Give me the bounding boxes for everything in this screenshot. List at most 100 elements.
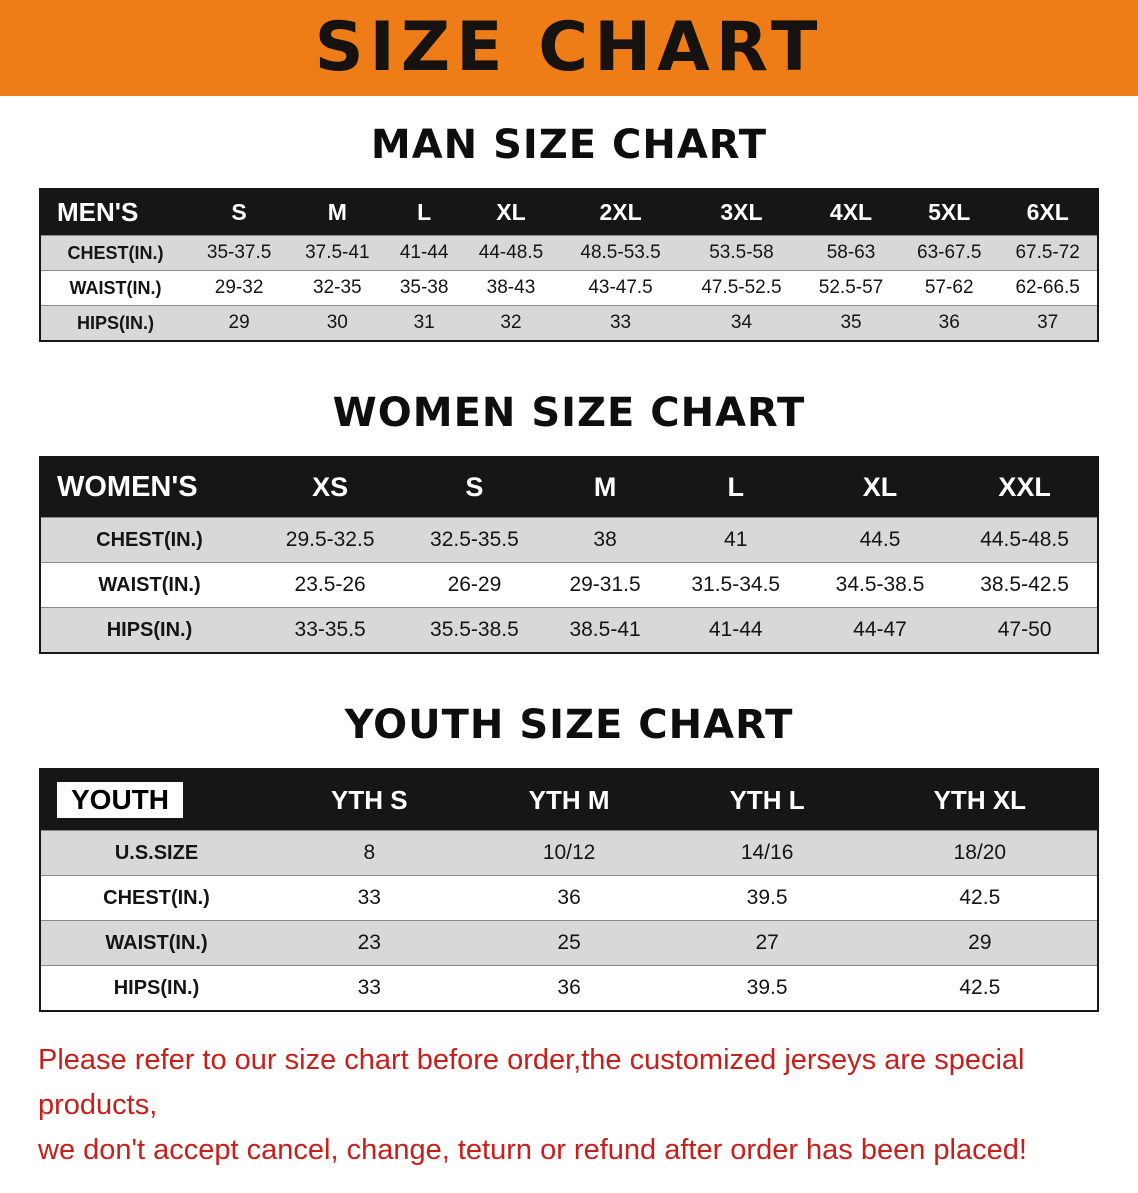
size-value-cell: 42.5 [959, 886, 1001, 909]
size-value-cell: 32 [500, 312, 522, 333]
row-label: HIPS(IN.) [76, 312, 154, 333]
table-row: WAIST(IN.) 29-32 32-35 35-38 38-43 43-47.5 47.… [40, 270, 1098, 306]
size-value-cell: 44-47 [853, 618, 907, 641]
youth-header-label-text: YOUTH [57, 782, 183, 818]
size-value-cell: 47-50 [997, 618, 1052, 641]
size-value-cell: 63-67.5 [917, 242, 982, 263]
size-value-cell: 31 [413, 312, 435, 333]
size-value-cell: 38 [593, 528, 617, 551]
size-column-header: XL [461, 189, 561, 236]
size-value-cell: 43-47.5 [588, 277, 653, 298]
size-value-cell: 36 [938, 312, 960, 333]
table-row: HIPS(IN.) 29 30 31 32 33 34 35 36 37 [40, 305, 1098, 341]
size-value-cell: 31.5-34.5 [691, 573, 781, 596]
size-column-header: S [190, 189, 289, 236]
size-value-cell: 34 [730, 312, 753, 333]
row-label: U.S.SIZE [114, 841, 199, 864]
size-column-header: XXL [952, 457, 1098, 518]
size-value-cell: 33 [357, 976, 381, 999]
row-label: WAIST(IN.) [98, 573, 201, 596]
size-value-cell: 33-35.5 [294, 618, 366, 641]
size-value-cell: 41-44 [399, 242, 449, 263]
size-value-cell: 29-32 [214, 277, 264, 298]
size-chart-sections: MAN SIZE CHART MEN'S S M L XL 2XL 3XL 4XL 5XL 6XL C… [0, 122, 1138, 1012]
size-value-cell: 42.5 [959, 976, 1001, 999]
size-column-header: L [386, 189, 462, 236]
size-column-header: 6XL [998, 189, 1098, 236]
youth-header-label: YOUTH [40, 769, 272, 831]
size-column-header: M [546, 457, 664, 518]
size-value-cell: 67.5-72 [1015, 242, 1080, 263]
size-value-cell: 36 [557, 976, 581, 999]
size-value-cell: 10/12 [542, 841, 596, 864]
row-label: HIPS(IN.) [113, 976, 200, 999]
size-value-cell: 39.5 [746, 886, 788, 909]
size-value-cell: 8 [363, 841, 376, 864]
size-value-cell: 14/16 [740, 841, 794, 864]
size-value-cell: 32-35 [313, 277, 362, 298]
size-column-header: 3XL [681, 189, 802, 236]
size-value-cell: 29 [968, 931, 992, 954]
size-value-cell: 35 [840, 312, 862, 333]
size-value-cell: 58-63 [826, 242, 876, 263]
size-column-header: YTH L [671, 769, 863, 831]
size-value-cell: 29-31.5 [569, 573, 641, 596]
size-column-header: YTH S [272, 769, 467, 831]
size-value-cell: 52.5-57 [818, 277, 884, 298]
banner-title: SIZE CHART [314, 8, 824, 87]
size-value-cell: 32.5-35.5 [430, 528, 519, 551]
size-column-header: YTH XL [862, 769, 1098, 831]
size-value-cell: 25 [557, 931, 581, 954]
size-value-cell: 48.5-53.5 [580, 242, 661, 263]
size-value-cell: 35.5-38.5 [430, 618, 519, 641]
row-label: WAIST(IN.) [105, 931, 208, 954]
size-value-cell: 38-43 [486, 277, 536, 298]
size-value-cell: 41-44 [708, 618, 763, 641]
size-column-header: 2XL [560, 189, 681, 236]
size-value-cell: 26-29 [447, 573, 502, 596]
size-column-header: XL [807, 457, 953, 518]
table-row: WAIST(IN.) 23.5-26 26-29 29-31.5 31.5-34.5 34… [40, 562, 1098, 608]
size-value-cell: 23.5-26 [294, 573, 366, 596]
table-row: U.S.SIZE 8 10/12 14/16 18/20 [40, 830, 1098, 876]
notice-line-2: we don't accept cancel, change, teturn o… [38, 1133, 1027, 1166]
row-label: WAIST(IN.) [69, 277, 162, 298]
size-value-cell: 44.5-48.5 [980, 528, 1069, 551]
size-value-cell: 62-66.5 [1015, 277, 1080, 298]
row-label: CHEST(IN.) [103, 886, 210, 909]
size-value-cell: 33 [609, 312, 632, 333]
section-heading-men: MAN SIZE CHART [370, 122, 768, 168]
men-size-table: MEN'S S M L XL 2XL 3XL 4XL 5XL 6XL CHEST(IN.) 35-37… [39, 188, 1099, 342]
size-value-cell: 36 [557, 886, 581, 909]
size-column-header: XS [258, 457, 403, 518]
size-value-cell: 44.5 [859, 528, 901, 551]
size-value-cell: 35-37.5 [206, 242, 272, 263]
size-value-cell: 33 [357, 886, 381, 909]
size-value-cell: 37.5-41 [305, 242, 370, 263]
size-value-cell: 39.5 [746, 976, 788, 999]
row-label: CHEST(IN.) [96, 528, 203, 551]
size-value-cell: 34.5-38.5 [835, 573, 925, 596]
women-size-table: WOMEN'S XS S M L XL XXL CHEST(IN.) 29.5-32.5 32.5… [39, 456, 1099, 654]
size-value-cell: 44-48.5 [478, 242, 544, 263]
table-row: HIPS(IN.) 33-35.5 35.5-38.5 38.5-41 41-44 44-… [40, 607, 1098, 653]
size-column-header: L [663, 457, 808, 518]
size-value-cell: 41 [724, 528, 748, 551]
men-header-row: MEN'S S M L XL 2XL 3XL 4XL 5XL 6XL [40, 189, 1098, 236]
size-column-header: 5XL [900, 189, 999, 236]
size-value-cell: 57-62 [924, 277, 974, 298]
banner: SIZE CHART [0, 0, 1138, 96]
size-column-header: 4XL [801, 189, 901, 236]
size-value-cell: 53.5-58 [709, 242, 774, 263]
size-value-cell: 38.5-41 [569, 618, 641, 641]
table-row: CHEST(IN.) 35-37.5 37.5-41 41-44 44-48.5 48.5… [40, 235, 1098, 271]
size-value-cell: 35-38 [399, 277, 449, 298]
size-value-cell: 47.5-52.5 [701, 277, 782, 298]
size-value-cell: 18/20 [953, 841, 1007, 864]
section-heading-youth: YOUTH SIZE CHART [344, 702, 794, 748]
youth-size-table: YOUTH YTH S YTH M YTH L YTH XL U.S.SIZE 8 10/12… [39, 768, 1099, 1012]
row-label: HIPS(IN.) [106, 618, 193, 641]
table-row: CHEST(IN.) 33 36 39.5 42.5 [40, 875, 1098, 921]
size-column-header: S [402, 457, 547, 518]
